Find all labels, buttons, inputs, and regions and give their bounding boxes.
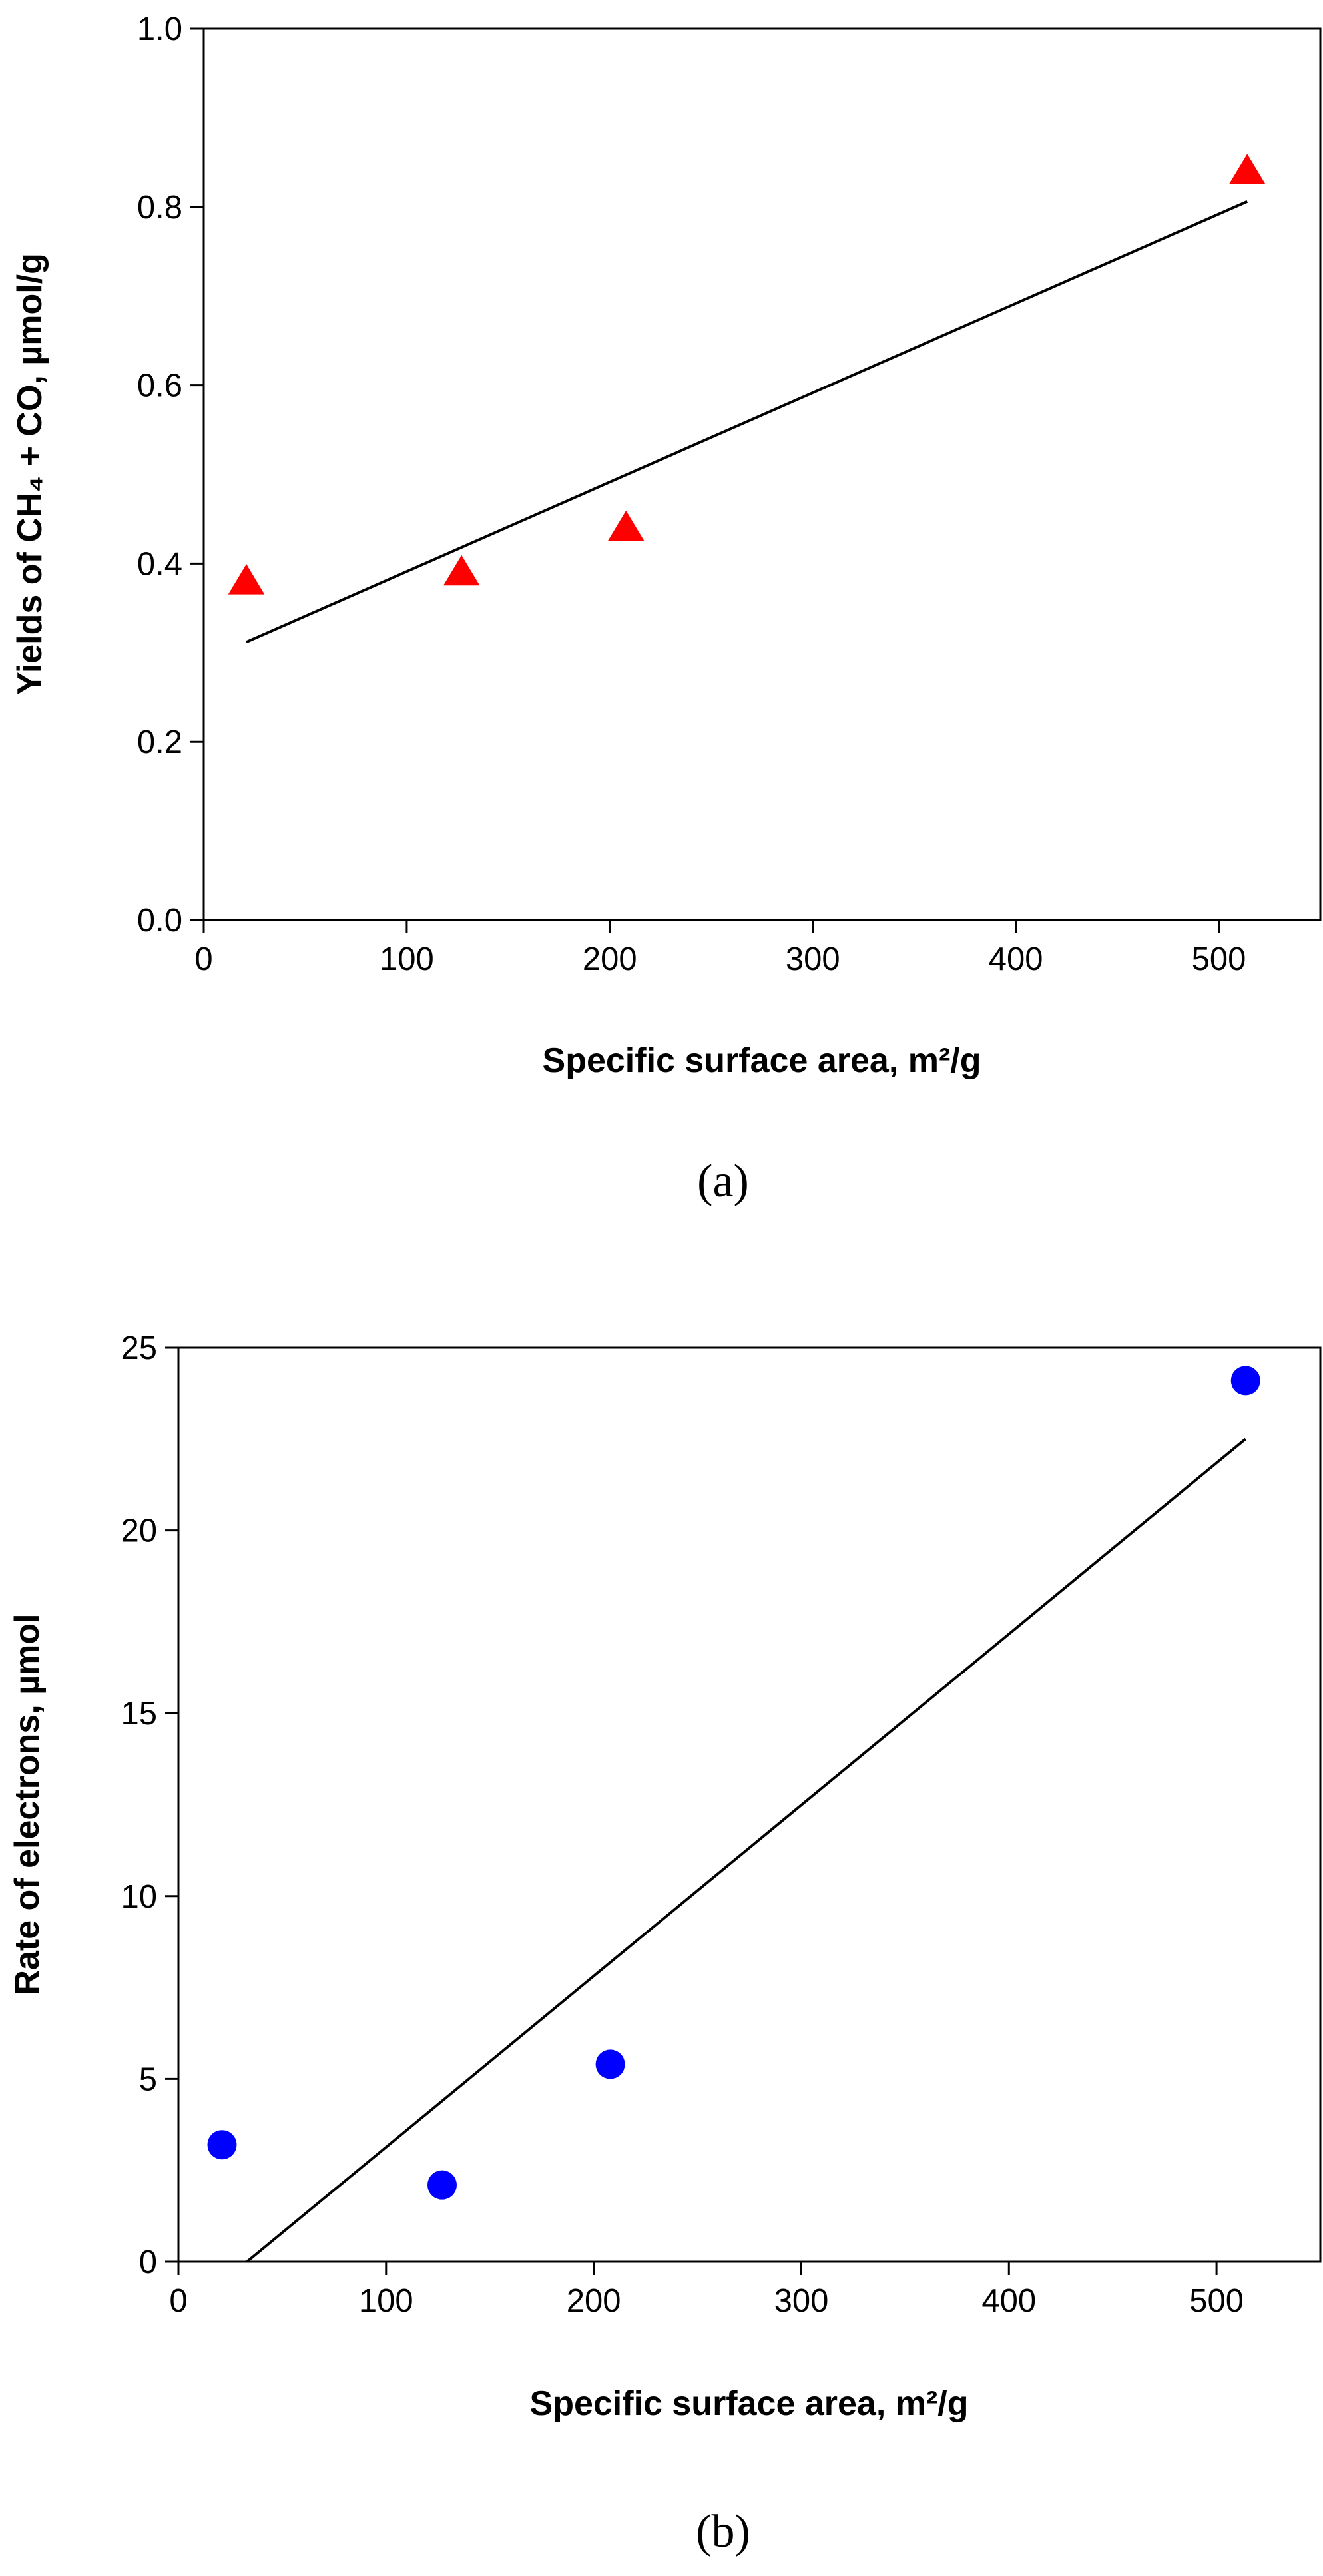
- y-axis-title-b: Rate of electrons, µmol: [8, 1613, 47, 1995]
- data-point-a: [228, 564, 265, 595]
- x-tick-label-b: 300: [774, 2283, 829, 2319]
- data-point-a: [607, 510, 645, 541]
- y-tick-label-a: 0.4: [137, 546, 182, 582]
- data-point-a: [443, 555, 480, 586]
- y-tick-label-b: 20: [121, 1513, 157, 1549]
- fit-line-b: [246, 1437, 1247, 2263]
- y-tick-label-b: 15: [121, 1696, 157, 1732]
- x-tick-label-a: 400: [989, 941, 1043, 977]
- x-tick-label-a: 300: [786, 941, 840, 977]
- x-tick-label-b: 400: [981, 2283, 1036, 2319]
- plot-frame-b: [177, 1346, 1322, 2263]
- panel-label-a: (a): [697, 1156, 749, 1207]
- y-tick-label-b: 25: [121, 1330, 157, 1366]
- y-tick-label-a: 0.8: [137, 190, 182, 226]
- y-tick-label-b: 0: [139, 2244, 157, 2280]
- chart-panel-b: 0 100 200 300 400 500 0 5 10 15 20 25 Specific surf…: [8, 1330, 1322, 2557]
- data-point-b: [1230, 1366, 1260, 1396]
- panel-label-b: (b): [696, 2506, 750, 2557]
- x-tick-label-b: 200: [567, 2283, 621, 2319]
- chart-panel-a: 0 100 200 300 400 500 0.0 0.2 0.4 0.6 0.8 1.0 Speci…: [11, 11, 1322, 1207]
- y-tick-label-a: 0.2: [137, 724, 182, 760]
- x-tick-label-b: 500: [1189, 2283, 1244, 2319]
- x-tick-label-b: 100: [359, 2283, 413, 2319]
- axis-ticks-b: 0 100 200 300 400 500 0 5 10 15 20 25: [121, 1330, 1243, 2319]
- y-tick-label-a: 0.6: [137, 368, 182, 404]
- y-tick-label-b: 5: [139, 2061, 157, 2097]
- x-tick-label-b: 0: [169, 2283, 187, 2319]
- y-tick-label-a: 1.0: [137, 11, 182, 47]
- y-tick-label-a: 0.0: [137, 903, 182, 939]
- x-tick-label-a: 500: [1192, 941, 1246, 977]
- data-points-b: [207, 1366, 1260, 2200]
- fit-line-a: [246, 200, 1248, 644]
- x-tick-label-a: 0: [194, 941, 212, 977]
- x-tick-label-a: 200: [583, 941, 637, 977]
- y-tick-label-b: 10: [121, 1879, 157, 1915]
- x-tick-label-a: 100: [380, 941, 434, 977]
- data-point-b: [207, 2130, 237, 2160]
- data-points-a: [228, 154, 1266, 595]
- data-point-b: [427, 2170, 457, 2200]
- data-point-b: [595, 2049, 625, 2079]
- x-axis-title-a: Specific surface area, m²/g: [543, 1041, 981, 1080]
- x-axis-title-b: Specific surface area, m²/g: [530, 2384, 969, 2423]
- data-point-a: [1228, 154, 1266, 184]
- axis-ticks-a: 0 100 200 300 400 500 0.0 0.2 0.4 0.6 0.8 1.0: [137, 11, 1246, 977]
- y-axis-title-a: Yields of CH₄ + CO, µmol/g: [11, 253, 49, 695]
- plot-frame-a: [202, 27, 1322, 921]
